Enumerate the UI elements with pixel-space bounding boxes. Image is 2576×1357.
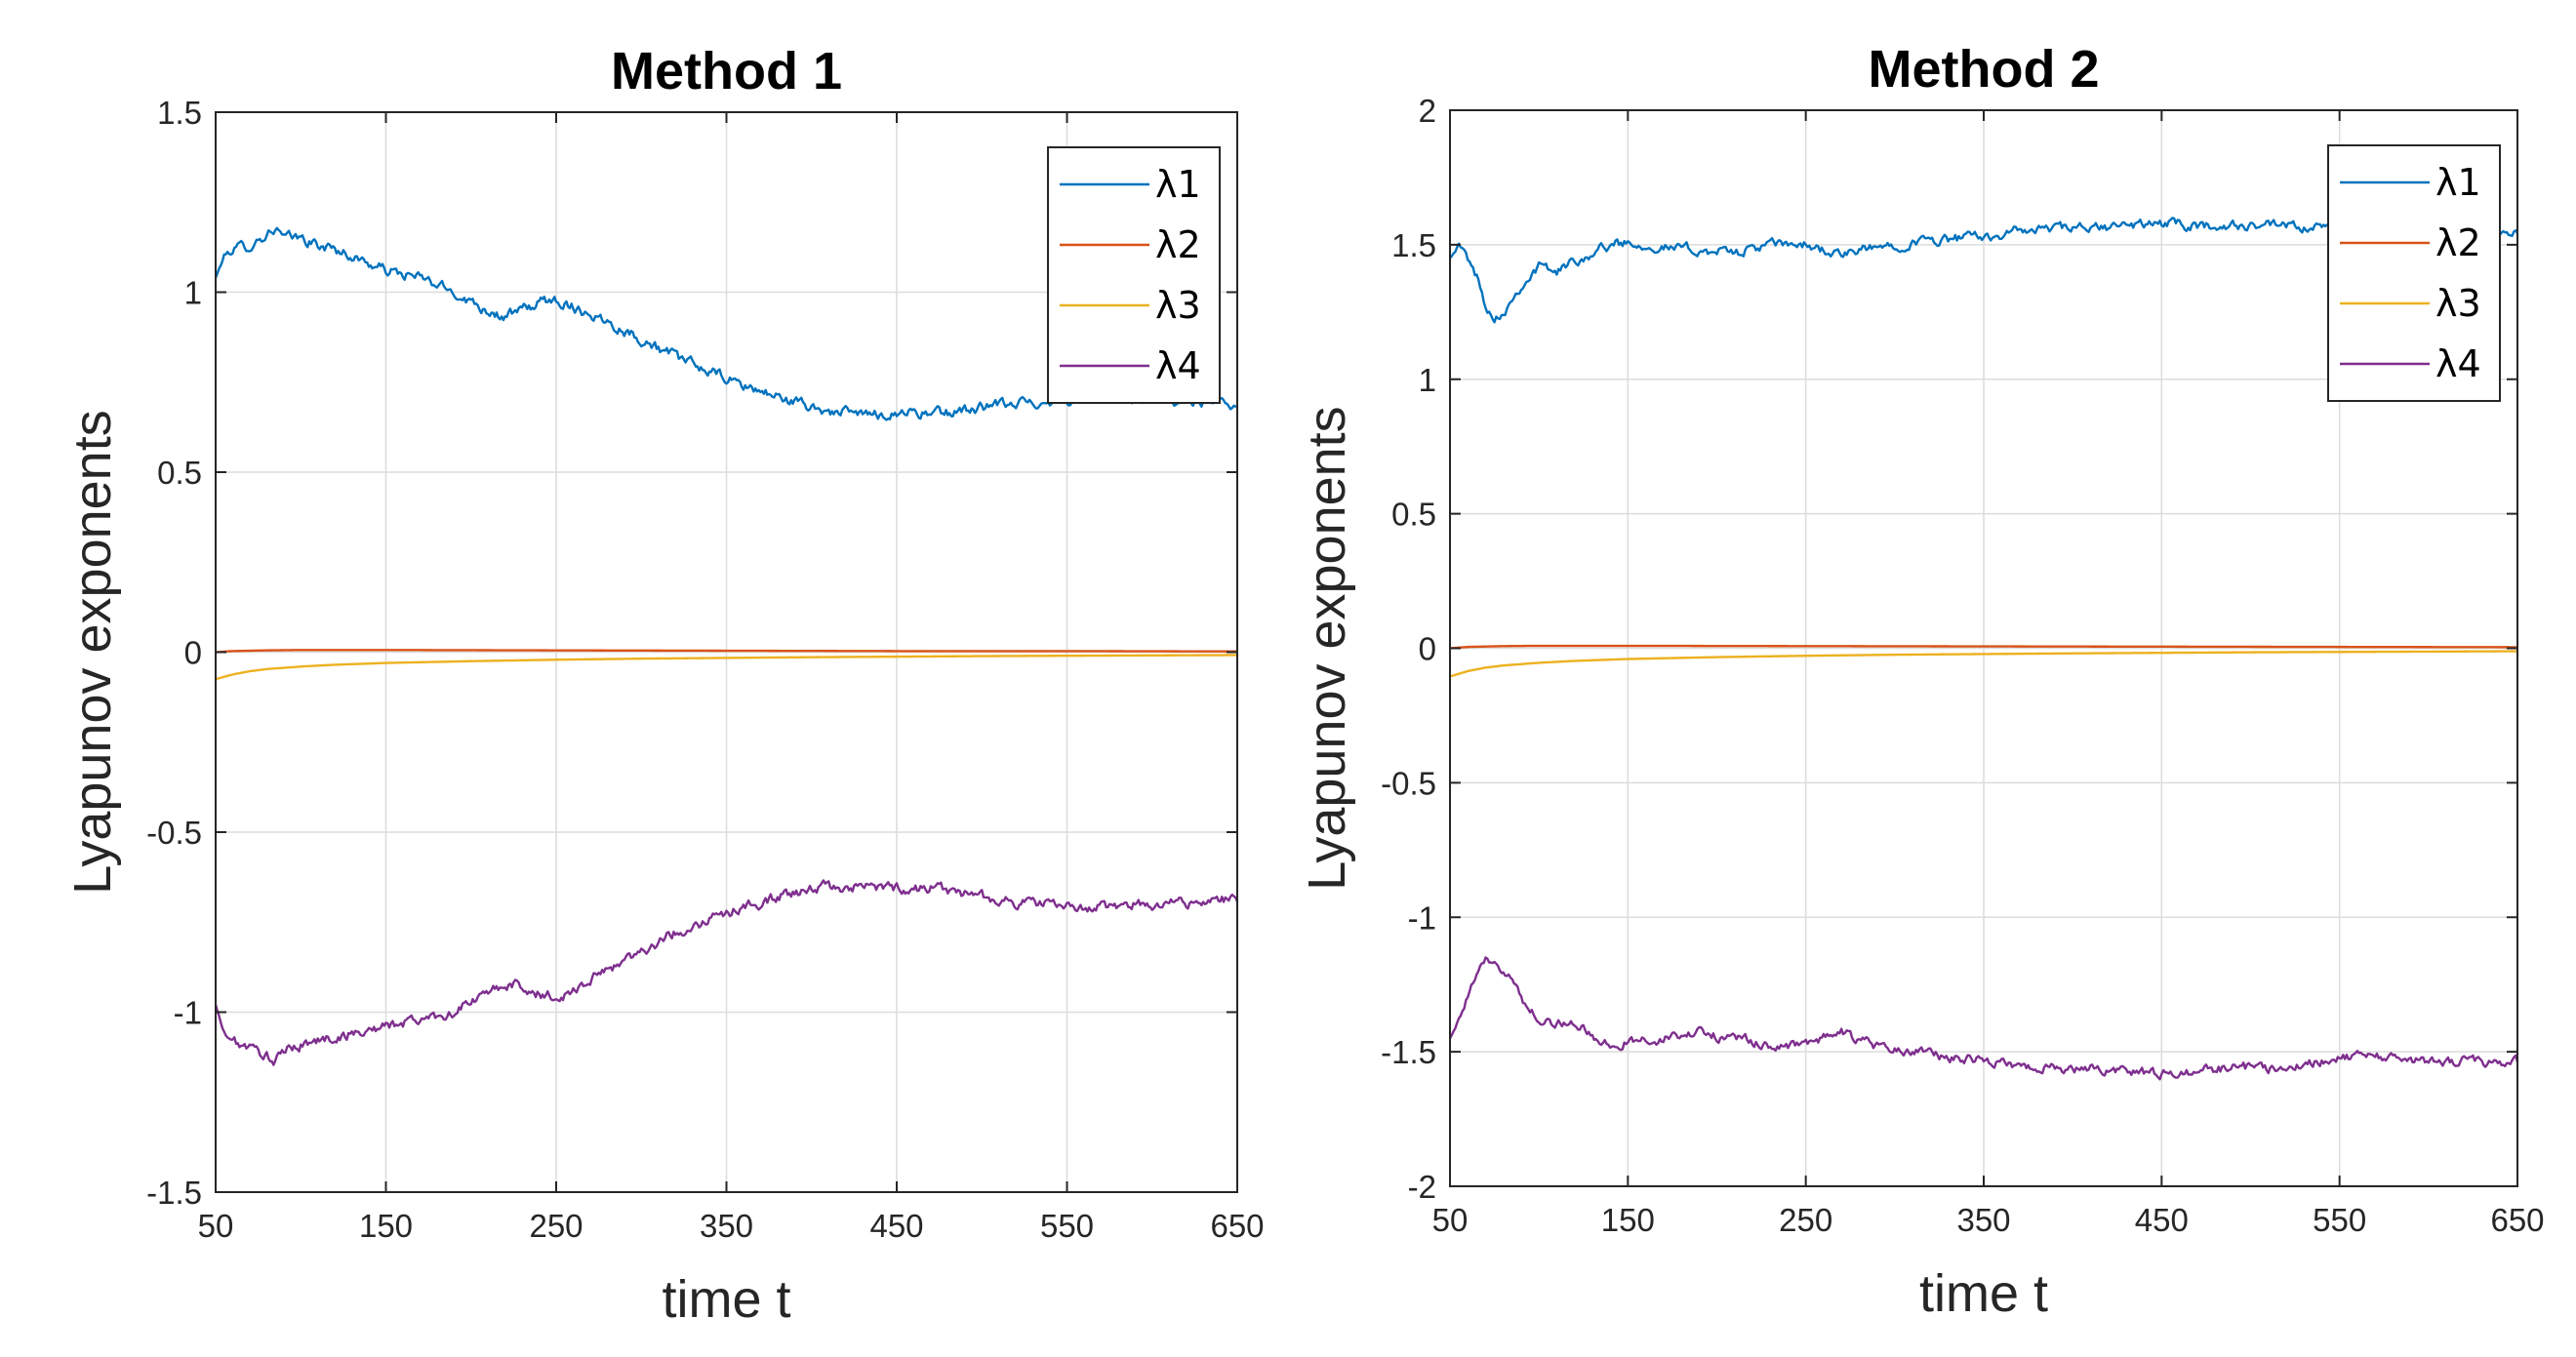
x-tick-label: 150 xyxy=(359,1208,413,1244)
legend-label-lambda1: λ1 xyxy=(1155,163,1201,206)
y-tick-label: 1 xyxy=(1419,362,1436,398)
y-tick-label: -1.5 xyxy=(146,1175,202,1211)
x-tick-label: 350 xyxy=(700,1208,753,1244)
legend-label-lambda1: λ1 xyxy=(2435,161,2481,204)
y-tick-label: -0.5 xyxy=(1381,765,1436,801)
chart-title: Method 2 xyxy=(1869,40,2100,99)
plot-method-2: 50 150 250 350 450 550 650 -2 -1.5 -1 -0.5 0 0.5 1 1.5… xyxy=(1298,40,2545,1323)
series-line-lambda4 xyxy=(216,879,1237,1066)
series-line-lambda2 xyxy=(1450,644,2517,650)
y-tick-label: -1 xyxy=(174,995,202,1031)
legend-label-lambda3: λ3 xyxy=(2435,282,2481,325)
x-tick-label: 250 xyxy=(1779,1202,1832,1238)
legend: λ1 λ2 λ3 λ4 xyxy=(2327,144,2501,402)
legend-label-lambda4: λ4 xyxy=(1155,344,1201,387)
legend-label-lambda2: λ2 xyxy=(2435,221,2481,264)
x-axis-label: time t xyxy=(662,1270,790,1329)
x-tick-label: 350 xyxy=(1956,1202,2010,1238)
y-tick-label: 1.5 xyxy=(1391,227,1436,263)
x-tick-label: 550 xyxy=(1040,1208,1094,1244)
x-tick-label: 150 xyxy=(1601,1202,1655,1238)
x-tick-label: 450 xyxy=(869,1208,923,1244)
y-tick-label: 0 xyxy=(184,635,202,671)
y-axis-label: Lyapunov exponents xyxy=(63,410,122,894)
legend: λ1 λ2 λ3 λ4 xyxy=(1047,146,1221,404)
y-tick-label: 2 xyxy=(1419,93,1436,129)
y-tick-label: -2 xyxy=(1408,1169,1436,1205)
legend-label-lambda4: λ4 xyxy=(2435,342,2481,385)
chart-title: Method 1 xyxy=(611,42,842,100)
series-line-lambda3 xyxy=(216,654,1237,681)
legend-box xyxy=(2327,144,2501,402)
plot-method-1: 50 150 250 350 450 550 650 -1.5 -1 -0.5 0 0.5 1 1.5 Me… xyxy=(63,42,1265,1329)
legend-label-lambda2: λ2 xyxy=(1155,223,1201,266)
x-tick-label: 650 xyxy=(1210,1208,1264,1244)
series-line-lambda4 xyxy=(1450,956,2517,1081)
y-tick-label: 1.5 xyxy=(157,95,202,131)
y-axis-label: Lyapunov exponents xyxy=(1298,406,1356,890)
y-tick-label: -1.5 xyxy=(1381,1034,1436,1070)
series-line-lambda2 xyxy=(216,649,1237,654)
legend-label-lambda3: λ3 xyxy=(1155,284,1201,327)
x-tick-label: 550 xyxy=(2313,1202,2366,1238)
y-tick-label: 1 xyxy=(184,275,202,311)
y-tick-label: -1 xyxy=(1408,899,1436,936)
x-tick-label: 50 xyxy=(198,1208,234,1244)
x-tick-label: 50 xyxy=(1432,1202,1469,1238)
y-tick-label: 0 xyxy=(1419,631,1436,667)
x-axis-label: time t xyxy=(1919,1264,2048,1323)
x-tick-label: 450 xyxy=(2135,1202,2189,1238)
x-tick-label: 250 xyxy=(529,1208,583,1244)
y-tick-label: 0.5 xyxy=(1391,497,1436,533)
y-tick-label: 0.5 xyxy=(157,455,202,491)
x-tick-label: 650 xyxy=(2490,1202,2544,1238)
legend-box xyxy=(1047,146,1221,404)
y-tick-label: -0.5 xyxy=(146,815,202,851)
series-line-lambda3 xyxy=(1450,650,2517,678)
